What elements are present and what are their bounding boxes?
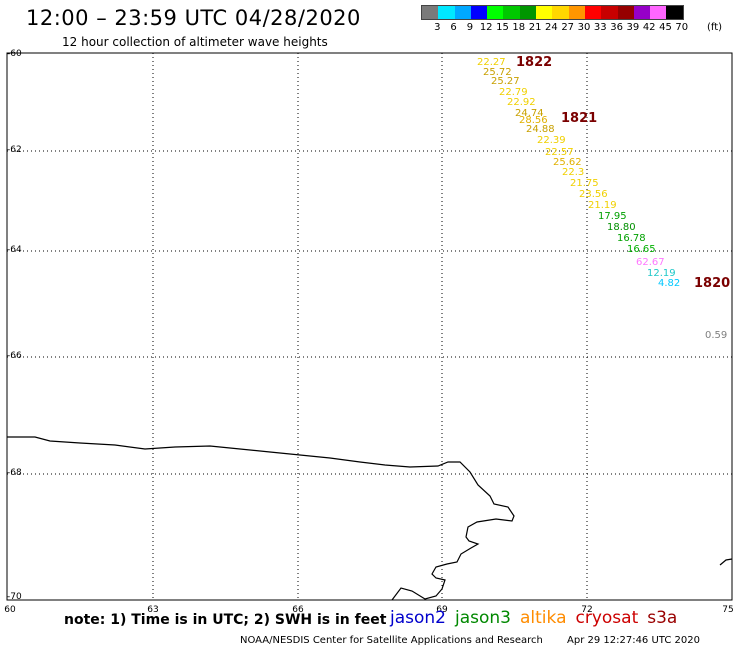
color-legend: (ft) 3 6 9 12 15 18 21 24 27 30 33 36 39 42 45 70 (421, 5, 722, 34)
legend-label: 39 (626, 22, 640, 33)
wave-height-label: 17.95 (598, 211, 627, 222)
longitude-tick-label: 66 (292, 605, 304, 615)
longitude-tick-label: 75 (722, 605, 734, 615)
legend-label: 70 (675, 22, 689, 33)
legend-swatch (422, 6, 439, 19)
legend-swatch (503, 6, 520, 19)
latitude-tick-label: -68 (7, 468, 22, 478)
legend-label: 33 (593, 22, 607, 33)
legend-swatch (470, 6, 488, 19)
wave-height-label: 0.59 (705, 330, 728, 341)
legend-swatch (633, 6, 651, 19)
wave-height-label: 21.19 (588, 200, 617, 211)
wave-height-label: 22.3 (562, 167, 585, 178)
longitude-tick-label: 72 (581, 605, 593, 615)
legend-label: 45 (659, 22, 672, 33)
pass-time-label: 1820 (694, 276, 731, 291)
wave-height-label: 23.56 (579, 189, 608, 200)
wave-height-label: 24.88 (526, 124, 555, 135)
credit-line: NOAA/NESDIS Center for Satellite Applica… (240, 635, 543, 646)
legend-label: 18 (512, 22, 526, 33)
pass-time-label: 1821 (561, 111, 598, 126)
latitude-tick-label: -62 (7, 145, 22, 155)
wave-height-label: 18.80 (607, 222, 636, 233)
satellite-name: s3a (647, 608, 678, 628)
legend-label: 21 (528, 22, 542, 33)
wave-height-label: 22.39 (537, 135, 566, 146)
satellite-legend: jason2 jason3 altika cryosat s3a (390, 608, 686, 628)
legend-swatch (617, 6, 634, 19)
map-frame (6, 52, 733, 601)
page-subtitle: 12 hour collection of altimeter wave hei… (62, 35, 328, 49)
legend-swatch (584, 6, 602, 19)
legend-swatch (650, 6, 667, 19)
latitude-tick-label: -60 (7, 49, 22, 59)
wave-height-label: 16.78 (617, 233, 646, 244)
wave-height-label: 12.19 (647, 268, 676, 279)
legend-label: 12 (479, 22, 493, 33)
legend-unit: (ft) (707, 22, 723, 33)
wave-height-label: 22.27 (477, 57, 506, 68)
generated-timestamp: Apr 29 12:27:46 UTC 2020 (567, 635, 700, 646)
wave-height-label: 24.74 (515, 108, 544, 119)
legend-label: 15 (496, 22, 509, 33)
legend-swatch (568, 6, 585, 19)
legend-label: 36 (610, 22, 623, 33)
wave-height-label: 22.92 (507, 97, 536, 108)
legend-label: 24 (545, 22, 558, 33)
wave-height-label: 62.67 (636, 257, 665, 268)
satellite-name: cryosat (575, 608, 639, 628)
legend-swatches (421, 5, 684, 20)
legend-swatch (454, 6, 471, 19)
longitude-tick-label: 69 (436, 605, 448, 615)
coastline (7, 436, 515, 601)
wave-height-label: 22.57 (545, 147, 574, 158)
satellite-name: altika (520, 608, 567, 628)
satellite-name: jason3 (455, 608, 511, 628)
satellite-name: jason2 (390, 608, 446, 628)
legend-label: 9 (466, 22, 474, 33)
footer-note: note: 1) Time is in UTC; 2) SWH is in fe… (64, 612, 387, 628)
legend-swatch (519, 6, 537, 19)
legend-swatch (666, 6, 683, 19)
legend-swatch (552, 6, 569, 19)
legend-label: 30 (577, 22, 591, 33)
wave-height-label: 21.75 (570, 178, 599, 189)
longitude-tick-label: 63 (147, 605, 159, 615)
wave-height-label: 25.27 (491, 76, 520, 87)
wave-height-label: 22.79 (499, 87, 528, 98)
legend-label: 27 (561, 22, 575, 33)
legend-swatch (487, 6, 504, 19)
wave-height-label: 16.65 (627, 244, 656, 255)
legend-label: 3 (434, 22, 441, 33)
legend-label: 42 (642, 22, 656, 33)
page-title: 12:00 – 23:59 UTC 04/28/2020 (26, 6, 361, 30)
wave-height-label: 4.82 (658, 278, 681, 289)
latitude-tick-label: -64 (7, 245, 22, 255)
latitude-tick-label: -70 (7, 592, 22, 602)
legend-swatch (438, 6, 455, 19)
coastline-island (719, 558, 733, 566)
legend-swatch (601, 6, 618, 19)
longitude-tick-label: 60 (4, 605, 16, 615)
legend-labels: (ft) 3 6 9 12 15 18 21 24 27 30 33 36 39 42 45 70 (421, 20, 722, 34)
legend-label: 6 (450, 22, 457, 33)
wave-height-label: 25.72 (483, 67, 512, 78)
latitude-tick-label: -66 (7, 351, 22, 361)
legend-swatch (536, 6, 553, 19)
pass-time-label: 1822 (516, 55, 553, 70)
gridlines (7, 53, 732, 600)
wave-height-label: 25.62 (553, 157, 582, 168)
wave-height-label: 28.56 (519, 115, 548, 126)
